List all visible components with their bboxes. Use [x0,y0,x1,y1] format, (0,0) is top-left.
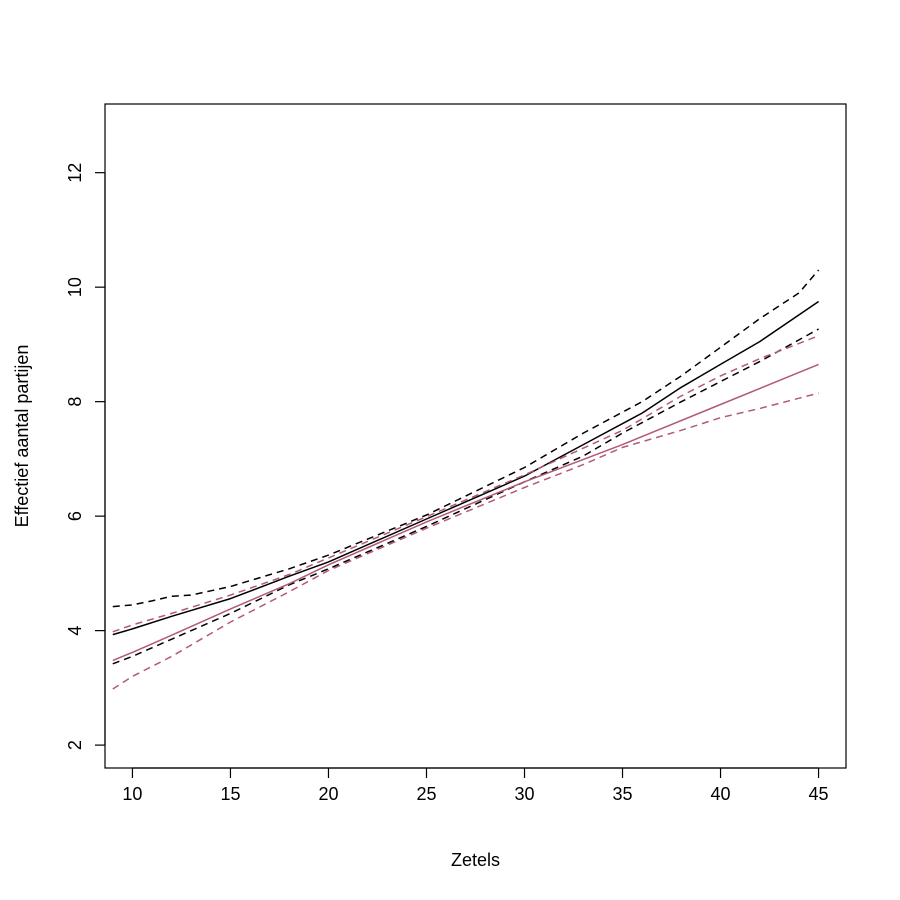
x-tick-label: 15 [220,784,240,804]
x-axis-label: Zetels [451,850,500,870]
y-tick-label: 12 [65,163,85,183]
y-tick-label: 6 [65,511,85,521]
y-tick-label: 10 [65,277,85,297]
x-tick-label: 35 [613,784,633,804]
series-line-4 [112,363,819,662]
x-tick-label: 45 [809,784,829,804]
x-tick-label: 20 [318,784,338,804]
series-line-3 [112,328,819,665]
y-tick-label: 8 [65,397,85,407]
series-line-5 [112,335,819,633]
x-tick-label: 25 [416,784,436,804]
x-tick-label: 40 [711,784,731,804]
plot-frame [104,103,847,769]
y-axis: 2 4 6 8 10 12 [65,163,106,750]
x-axis: 10 15 20 25 30 35 40 45 [122,767,829,804]
series-line-2 [112,269,820,608]
series-line-1 [112,300,820,636]
y-tick-label: 2 [65,740,85,750]
series-line-6 [112,392,819,690]
y-tick-label: 4 [65,626,85,636]
y-axis-label: Effectief aantal partijen [12,345,32,528]
x-tick-label: 30 [514,784,534,804]
x-tick-label: 10 [122,784,142,804]
series-layer [112,269,820,690]
